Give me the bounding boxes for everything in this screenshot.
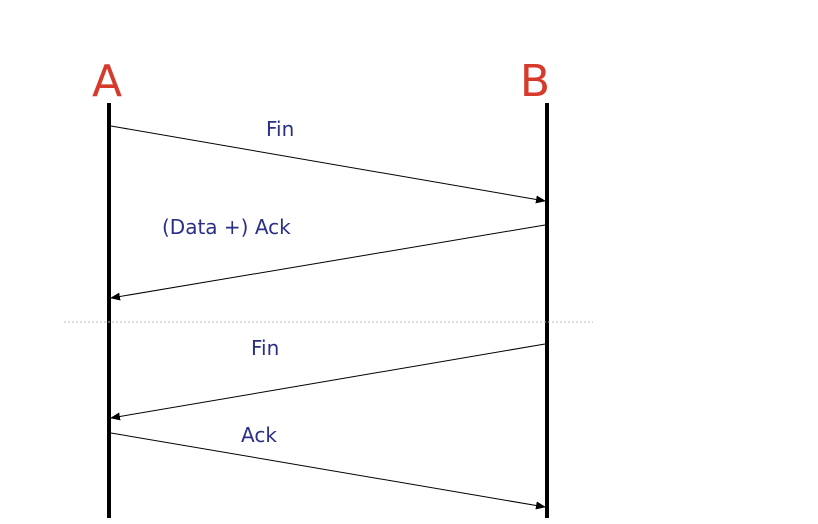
message-arrow-fin-b-to-a: [110, 343, 546, 421]
message-label-fin-1: Fin: [266, 117, 294, 141]
message-arrow-data-ack-b-to-a: [110, 224, 546, 301]
node-b-label: B: [520, 56, 550, 107]
message-label-data-ack: (Data +) Ack: [162, 215, 291, 239]
message-arrow-ack-a-to-b: [110, 432, 546, 510]
node-a-label: A: [92, 56, 122, 107]
message-arrow-fin-a-to-b: [110, 125, 546, 204]
message-label-ack: Ack: [241, 423, 277, 447]
message-label-fin-2: Fin: [251, 336, 279, 360]
